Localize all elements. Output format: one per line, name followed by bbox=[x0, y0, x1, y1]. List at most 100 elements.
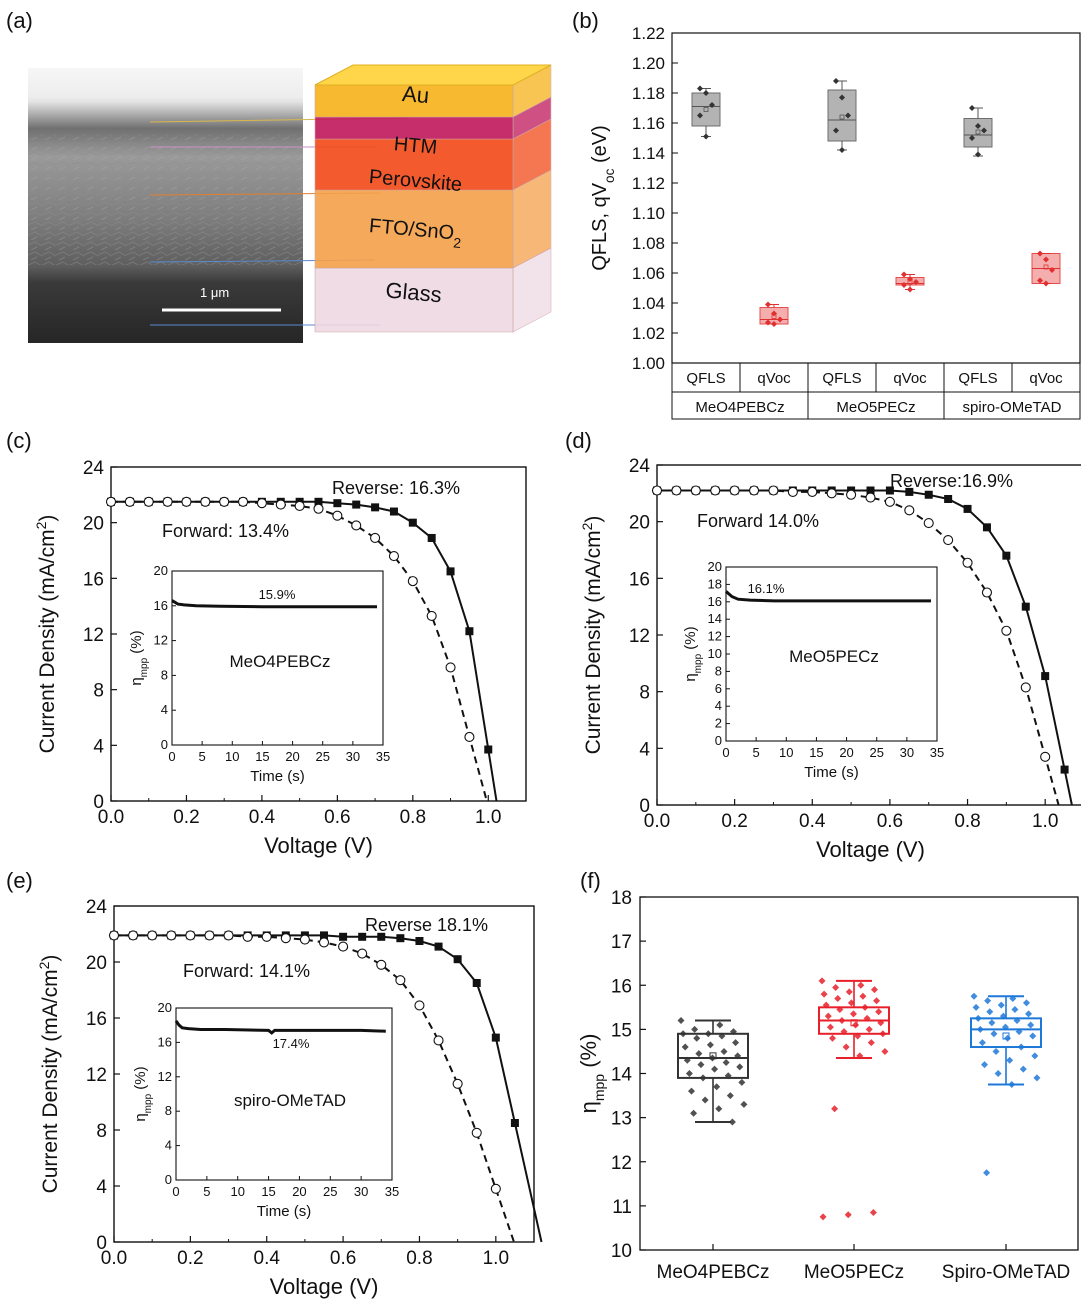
chart-b-qfls-box: 1.00 1.02 1.04 1.06 1.08 1.10 1.12 1.14 1.16 1.18… bbox=[589, 24, 1081, 420]
inset-x-tick-label: 20 bbox=[285, 749, 299, 764]
reverse-point bbox=[314, 497, 323, 506]
layer-label-glass: Glass bbox=[385, 277, 443, 307]
data-point bbox=[687, 1087, 695, 1095]
reverse-point bbox=[1021, 602, 1030, 611]
y-tick-label: 8 bbox=[639, 683, 650, 704]
mean-marker bbox=[839, 114, 845, 120]
forward-point bbox=[275, 499, 286, 510]
inset-mpp-trace bbox=[171, 599, 377, 609]
y-tick-label: 24 bbox=[629, 456, 651, 477]
forward-point bbox=[294, 500, 305, 512]
inset-y-tick-label: 12 bbox=[708, 629, 722, 644]
reverse-point bbox=[866, 486, 875, 495]
inset-y-axis-label: ηmpp (%) bbox=[128, 630, 150, 685]
y-tick-label: 16 bbox=[611, 976, 632, 997]
inset-x-tick-label: 30 bbox=[346, 749, 360, 764]
layer-label-text: HTM bbox=[393, 133, 438, 159]
data-point bbox=[854, 1032, 862, 1040]
forward-point bbox=[318, 937, 330, 948]
data-point bbox=[740, 1100, 748, 1108]
data-point bbox=[1019, 1065, 1027, 1073]
data-point bbox=[683, 1056, 691, 1064]
y-axis-label-end: ) bbox=[582, 516, 605, 523]
data-point bbox=[873, 997, 881, 1005]
data-point bbox=[992, 1047, 1000, 1055]
forward-annotation: Forward: 13.4% bbox=[162, 521, 289, 541]
x-tick-label: 0.2 bbox=[177, 1248, 203, 1269]
y-tick-label: 12 bbox=[629, 626, 650, 647]
data-point bbox=[1037, 277, 1043, 284]
forward-point bbox=[923, 518, 934, 529]
inset-y-tick-label: 4 bbox=[161, 702, 168, 717]
panel-label-a: (a) bbox=[6, 8, 33, 33]
x-tick-label: 0.8 bbox=[406, 1248, 432, 1269]
forward-point bbox=[865, 492, 876, 503]
panel-label-b: (b) bbox=[572, 8, 599, 33]
data-point bbox=[870, 986, 878, 994]
x-tick-label: 0.8 bbox=[400, 807, 426, 828]
data-point bbox=[832, 983, 840, 991]
y-tick-label: 16 bbox=[629, 569, 650, 590]
reverse-point bbox=[484, 745, 493, 754]
data-point bbox=[1027, 1021, 1035, 1029]
y-tick-label: 11 bbox=[612, 1197, 632, 1218]
forward-point bbox=[147, 930, 158, 941]
box-qfls-0 bbox=[691, 85, 721, 140]
y-tick-label: 1.16 bbox=[632, 114, 665, 133]
reverse-point bbox=[465, 627, 474, 636]
x-tick-label: 0.4 bbox=[249, 807, 276, 828]
forward-point bbox=[370, 532, 381, 544]
y-axis-label-end: ) bbox=[39, 955, 62, 962]
y-tick-label: 0 bbox=[93, 792, 104, 813]
mean-marker bbox=[975, 129, 981, 135]
inset-y-label-main: η bbox=[128, 677, 145, 685]
inset-mpp-trace bbox=[174, 1020, 386, 1035]
x-tick-label: 0.6 bbox=[877, 811, 903, 832]
data-point bbox=[867, 1039, 875, 1047]
data-point bbox=[732, 1039, 740, 1047]
forward-point bbox=[729, 485, 740, 496]
y-tick-label: 1.02 bbox=[632, 324, 665, 343]
data-point bbox=[845, 988, 853, 996]
data-point bbox=[990, 1030, 998, 1038]
data-point bbox=[703, 90, 709, 96]
data-point bbox=[826, 1023, 834, 1031]
reverse-point bbox=[408, 518, 417, 527]
y-tick-label: 4 bbox=[93, 736, 104, 757]
y-tick-label: 16 bbox=[83, 569, 104, 590]
data-point bbox=[681, 1043, 689, 1051]
forward-point bbox=[464, 731, 475, 743]
inset-y-tick-label: 6 bbox=[715, 681, 722, 696]
forward-point bbox=[376, 959, 387, 970]
inset-y-tick-label: 8 bbox=[715, 663, 722, 678]
reverse-point bbox=[377, 932, 386, 941]
forward-point bbox=[299, 934, 310, 945]
inset-x-tick-label: 0 bbox=[172, 1184, 179, 1199]
reverse-annotation: Reverse: 16.3% bbox=[332, 478, 460, 498]
y-tick-label: 17 bbox=[611, 932, 632, 953]
data-point bbox=[703, 133, 709, 140]
forward-point bbox=[1001, 625, 1012, 636]
inset-x-axis-label: Time (s) bbox=[804, 764, 858, 781]
inset-x-tick-label: 20 bbox=[292, 1184, 306, 1199]
reverse-point bbox=[371, 503, 380, 512]
data-point bbox=[865, 1025, 873, 1033]
forward-point bbox=[395, 975, 406, 986]
forward-point bbox=[124, 496, 135, 507]
forward-point bbox=[338, 941, 349, 952]
inset-x-tick-label: 5 bbox=[199, 749, 206, 764]
y-tick-label: 20 bbox=[83, 514, 104, 535]
y-tick-label: 1.22 bbox=[632, 24, 665, 43]
data-point bbox=[859, 992, 867, 1000]
forward-point bbox=[332, 510, 343, 521]
data-point bbox=[881, 1047, 889, 1055]
data-point bbox=[836, 1006, 844, 1014]
y-tick-label: 0 bbox=[96, 1233, 107, 1254]
x-tick-label: 1.0 bbox=[483, 1248, 509, 1269]
group-label: spiro-OMeTAD bbox=[963, 399, 1062, 416]
data-point bbox=[736, 1063, 744, 1071]
box-meo4pebcz bbox=[677, 1017, 749, 1126]
